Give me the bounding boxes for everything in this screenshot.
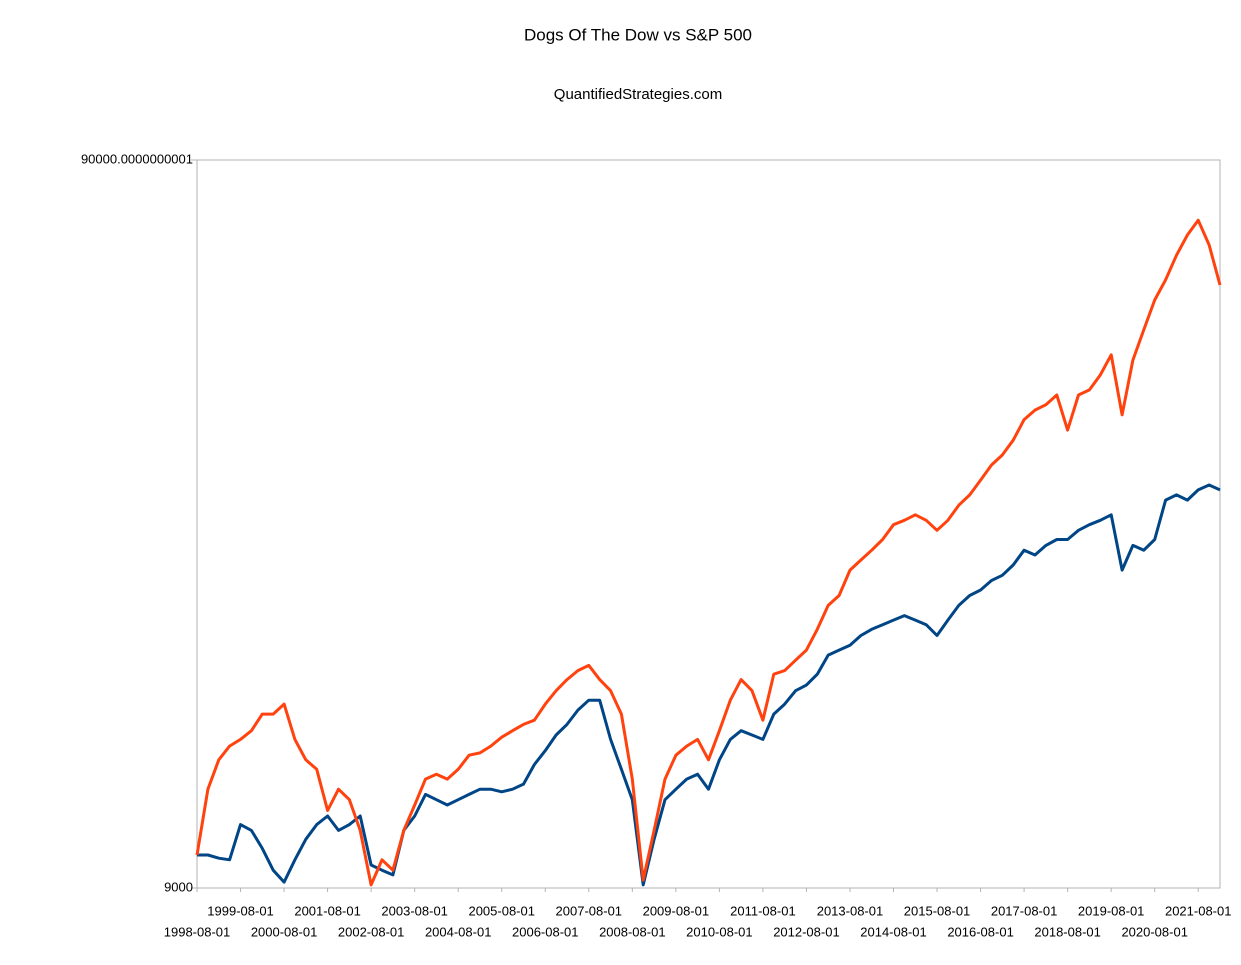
x-tick-label: 2008-08-01 xyxy=(599,924,666,939)
x-tick-label: 2012-08-01 xyxy=(773,924,840,939)
x-tick-label: 2009-08-01 xyxy=(643,903,710,918)
x-tick-label: 2016-08-01 xyxy=(947,924,1014,939)
x-tick-label: 2021-08-01 xyxy=(1165,903,1232,918)
x-tick-label: 2017-08-01 xyxy=(991,903,1058,918)
x-tick-label: 2000-08-01 xyxy=(251,924,318,939)
y-tick-label: 90000.0000000001 xyxy=(81,151,193,166)
chart-title: Dogs Of The Dow vs S&P 500 xyxy=(524,25,752,44)
y-tick-label: 9000 xyxy=(164,879,193,894)
series-line xyxy=(195,218,1222,887)
x-tick-label: 2014-08-01 xyxy=(860,924,927,939)
x-tick-label: 2011-08-01 xyxy=(730,903,796,918)
x-tick-label: 2007-08-01 xyxy=(556,903,623,918)
x-tick-label: 2004-08-01 xyxy=(425,924,492,939)
x-tick-label: 2002-08-01 xyxy=(338,924,405,939)
x-tick-label: 2015-08-01 xyxy=(904,903,971,918)
x-tick-label: 2020-08-01 xyxy=(1121,924,1188,939)
series-line xyxy=(197,483,1221,887)
x-tick-label: 1998-08-01 xyxy=(164,924,231,939)
x-tick-label: 2013-08-01 xyxy=(817,903,884,918)
chart-subtitle: QuantifiedStrategies.com xyxy=(554,86,722,103)
x-tick-label: 2018-08-01 xyxy=(1034,924,1101,939)
plot-frame xyxy=(196,159,1221,889)
x-tick-label: 2005-08-01 xyxy=(468,903,535,918)
x-tick-label: 2019-08-01 xyxy=(1078,903,1145,918)
x-tick-label: 2001-08-01 xyxy=(294,903,361,918)
x-tick-label: 2003-08-01 xyxy=(381,903,448,918)
x-tick-label: 1999-08-01 xyxy=(207,903,274,918)
x-tick-label: 2010-08-01 xyxy=(686,924,753,939)
x-tick-label: 2006-08-01 xyxy=(512,924,579,939)
